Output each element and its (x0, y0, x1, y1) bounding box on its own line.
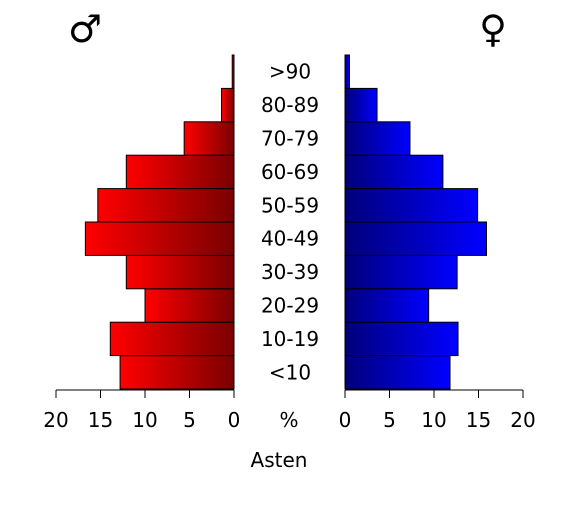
age-label-70-79: 70-79 (261, 127, 319, 151)
male-symbol: ♂ (68, 7, 102, 51)
unit-label: % (279, 408, 298, 432)
age-label-20-29: 20-29 (261, 294, 319, 318)
male-tick-label: 10 (132, 408, 157, 432)
age-label-30-39: 30-39 (261, 260, 319, 284)
male-bar-20-29 (144, 288, 235, 323)
age-label->90: >90 (269, 60, 311, 84)
female-tick-label: 0 (339, 408, 352, 432)
male-bar-50-59 (97, 188, 235, 223)
age-label-80-89: 80-89 (261, 93, 319, 117)
female-bar-60-69 (344, 154, 444, 190)
male-tick-label: 5 (183, 408, 196, 432)
male-tick-label: 15 (88, 408, 113, 432)
age-label-<10: <10 (269, 360, 311, 384)
age-label-40-49: 40-49 (261, 227, 319, 251)
female-bar-70-79 (344, 121, 411, 156)
male-bars (84, 54, 235, 390)
age-labels: <10 10-19 20-29 30-39 40-49 50-59 60-69 70-79 80… (261, 60, 319, 385)
female-bars (344, 54, 488, 390)
age-label-10-19: 10-19 (261, 327, 319, 351)
female-bar-30-39 (344, 254, 458, 290)
female-bar-40-49 (344, 221, 488, 256)
female-tick-label: 15 (466, 408, 491, 432)
male-bar-<10 (119, 355, 235, 390)
female-bar-10-19 (344, 321, 459, 357)
male-bar-40-49 (84, 221, 235, 256)
male-bar-80-89 (221, 87, 235, 123)
male-tick-label: 20 (43, 408, 68, 432)
age-label-50-59: 50-59 (261, 193, 319, 217)
female-bar-20-29 (344, 288, 430, 323)
female-axis-ticks: 0 5 10 15 20 (339, 390, 536, 432)
x-axis-title: Asten (251, 448, 308, 472)
female-tick-label: 20 (510, 408, 535, 432)
male-tick-label: 0 (228, 408, 241, 432)
male-bar->90 (231, 54, 235, 89)
male-bar-70-79 (183, 121, 235, 156)
female-tick-label: 10 (421, 408, 446, 432)
female-bar-<10 (344, 355, 451, 390)
female-tick-label: 5 (383, 408, 396, 432)
male-bar-10-19 (109, 321, 235, 357)
female-bar->90 (344, 54, 350, 89)
male-bar-60-69 (125, 154, 235, 190)
female-bar-50-59 (344, 188, 479, 223)
age-label-60-69: 60-69 (261, 160, 319, 184)
female-bar-80-89 (344, 87, 378, 123)
male-axis-ticks: 20 15 10 5 0 (43, 390, 240, 432)
male-bar-30-39 (125, 254, 235, 290)
female-symbol: ♀ (479, 7, 507, 51)
